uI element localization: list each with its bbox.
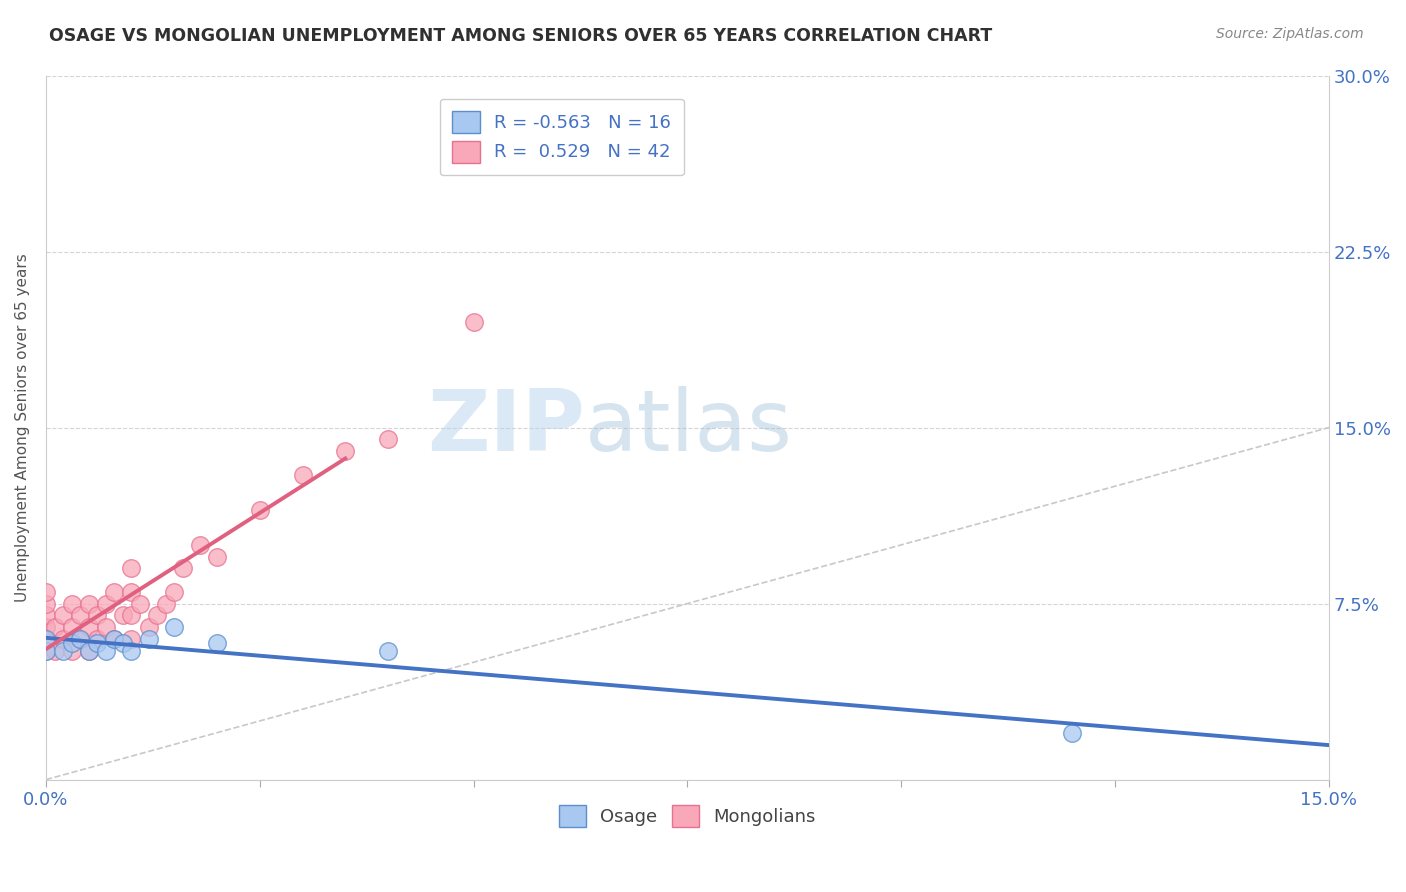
- Point: [77, 620, 100, 634]
- Point: [94, 643, 117, 657]
- Point: [44, 620, 66, 634]
- Point: [155, 597, 177, 611]
- Point: [86, 636, 108, 650]
- Point: [60, 597, 83, 611]
- Point: [86, 632, 108, 646]
- Point: [121, 632, 143, 646]
- Point: [77, 597, 100, 611]
- Point: [377, 643, 399, 657]
- Point: [35, 585, 58, 599]
- Point: [35, 643, 58, 657]
- Point: [86, 608, 108, 623]
- Point: [60, 620, 83, 634]
- Point: [103, 632, 125, 646]
- Point: [44, 643, 66, 657]
- Legend: Osage, Mongolians: Osage, Mongolians: [551, 797, 823, 834]
- Point: [52, 643, 75, 657]
- Point: [60, 643, 83, 657]
- Point: [35, 620, 58, 634]
- Point: [69, 632, 91, 646]
- Point: [163, 620, 186, 634]
- Point: [138, 632, 160, 646]
- Point: [463, 315, 485, 329]
- Point: [103, 632, 125, 646]
- Point: [69, 608, 91, 623]
- Point: [111, 636, 134, 650]
- Point: [146, 608, 169, 623]
- Text: atlas: atlas: [585, 386, 793, 469]
- Point: [138, 620, 160, 634]
- Point: [35, 597, 58, 611]
- Point: [35, 608, 58, 623]
- Y-axis label: Unemployment Among Seniors over 65 years: Unemployment Among Seniors over 65 years: [15, 253, 30, 602]
- Point: [35, 632, 58, 646]
- Point: [291, 467, 314, 482]
- Point: [377, 432, 399, 446]
- Text: ZIP: ZIP: [427, 386, 585, 469]
- Point: [205, 549, 228, 564]
- Point: [103, 585, 125, 599]
- Point: [69, 632, 91, 646]
- Point: [111, 608, 134, 623]
- Point: [249, 502, 271, 516]
- Point: [121, 561, 143, 575]
- Point: [121, 608, 143, 623]
- Point: [1062, 725, 1084, 739]
- Point: [335, 444, 357, 458]
- Point: [172, 561, 194, 575]
- Point: [60, 636, 83, 650]
- Point: [129, 597, 152, 611]
- Point: [77, 643, 100, 657]
- Point: [94, 597, 117, 611]
- Text: Source: ZipAtlas.com: Source: ZipAtlas.com: [1216, 27, 1364, 41]
- Point: [205, 636, 228, 650]
- Point: [121, 643, 143, 657]
- Point: [52, 608, 75, 623]
- Text: OSAGE VS MONGOLIAN UNEMPLOYMENT AMONG SENIORS OVER 65 YEARS CORRELATION CHART: OSAGE VS MONGOLIAN UNEMPLOYMENT AMONG SE…: [49, 27, 993, 45]
- Point: [188, 538, 211, 552]
- Point: [94, 620, 117, 634]
- Point: [35, 632, 58, 646]
- Point: [163, 585, 186, 599]
- Point: [35, 643, 58, 657]
- Point: [77, 643, 100, 657]
- Point: [52, 632, 75, 646]
- Point: [121, 585, 143, 599]
